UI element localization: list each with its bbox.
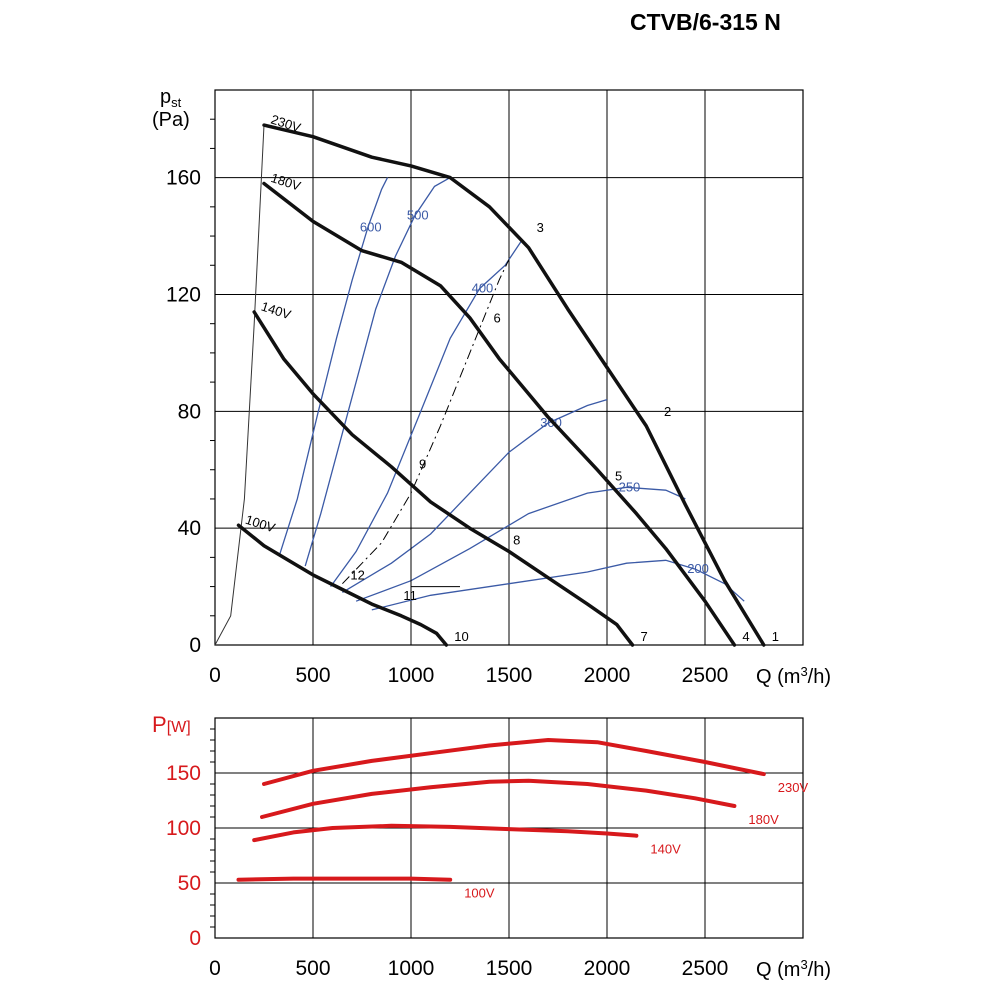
- power-chart: 0 500 1000 1500 2000 2500 0 50 100 150 230V 180V 140…: [166, 717, 809, 980]
- power-curve-180V: [260, 778, 737, 819]
- pressure-curve-140V: [252, 310, 635, 647]
- pressure-ytick-label: 80: [178, 400, 201, 423]
- operating-point-label: 3: [537, 220, 544, 235]
- power-xtick-label: 1500: [486, 957, 533, 980]
- pressure-curve-label-140V: 140V: [259, 299, 293, 323]
- pressure-xtick-label: 0: [209, 664, 221, 687]
- power-xtick-label: 2500: [682, 957, 729, 980]
- power-ytick-label: 100: [166, 817, 201, 840]
- efficiency-curve-300: [342, 398, 608, 593]
- power-ytick-label: 0: [189, 927, 201, 950]
- motor-envelope-line: [214, 125, 265, 646]
- system-axis-line: [410, 481, 460, 588]
- operating-point-label: 2: [664, 404, 671, 419]
- power-xlabel: Q (m3/h): [756, 957, 831, 981]
- operating-point-label: 7: [640, 629, 647, 644]
- operating-point-label: 10: [454, 629, 468, 644]
- pressure-ylabel: pst: [160, 86, 182, 110]
- efficiency-curve-400: [330, 241, 522, 587]
- pressure-yunit: (Pa): [152, 109, 190, 131]
- efficiency-label-400: 400: [472, 281, 494, 296]
- operating-point-label: 12: [350, 568, 364, 583]
- power-xtick-label: 1000: [388, 957, 435, 980]
- operating-point-label: 8: [513, 533, 520, 548]
- efficiency-curve-500: [304, 177, 451, 567]
- power-ylabel: P[W]: [152, 712, 191, 737]
- power-curve-label-230V: 230V: [778, 780, 809, 795]
- power-ytick-label: 50: [178, 872, 201, 895]
- pressure-xtick-label: 2500: [682, 664, 729, 687]
- efficiency-curve-250: [355, 486, 686, 602]
- pressure-curve-230V: [262, 123, 766, 647]
- pressure-xtick-label: 1000: [388, 664, 435, 687]
- operating-point-label: 1: [772, 629, 779, 644]
- pressure-chart: 0 500 1000 1500 2000 2500 0 40 80 120 160 600 500 400…: [166, 89, 804, 687]
- operating-point-label: 5: [615, 468, 622, 483]
- efficiency-label-500: 500: [407, 208, 429, 223]
- operating-point-label: 6: [493, 311, 500, 326]
- pressure-curve-180V: [262, 181, 737, 647]
- operating-point-label: 11: [403, 588, 417, 603]
- efficiency-curve-600: [279, 177, 389, 555]
- power-curve-230V: [262, 738, 766, 786]
- operating-point-label: 9: [419, 457, 426, 472]
- pressure-ytick-label: 40: [178, 517, 201, 540]
- power-curve-140V: [252, 823, 639, 843]
- efficiency-label-250: 250: [619, 479, 641, 494]
- power-curve-100V: [236, 876, 453, 882]
- pressure-xlabel: Q (m3/h): [756, 664, 831, 688]
- pressure-ytick-label: 120: [166, 283, 201, 306]
- power-xtick-label: 0: [209, 957, 221, 980]
- power-curve-label-140V: 140V: [650, 842, 681, 857]
- power-ytick-label: 150: [166, 762, 201, 785]
- pressure-xtick-label: 1500: [486, 664, 533, 687]
- pressure-ytick-label: 160: [166, 167, 201, 190]
- pressure-curve-100V: [236, 523, 449, 647]
- efficiency-label-200: 200: [687, 561, 709, 576]
- operating-point-label: 4: [742, 629, 749, 644]
- efficiency-curve-200: [371, 559, 745, 611]
- power-curve-label-180V: 180V: [748, 812, 779, 827]
- power-xtick-label: 500: [295, 957, 330, 980]
- system-curve-line: [342, 259, 510, 585]
- pressure-ytick-label: 0: [189, 634, 201, 657]
- efficiency-label-600: 600: [360, 219, 382, 234]
- power-curve-label-100V: 100V: [464, 886, 495, 901]
- pressure-xtick-label: 500: [295, 664, 330, 687]
- power-xtick-label: 2000: [584, 957, 631, 980]
- chart-title: CTVB/6-315 N: [630, 9, 781, 35]
- pressure-xtick-label: 2000: [584, 664, 631, 687]
